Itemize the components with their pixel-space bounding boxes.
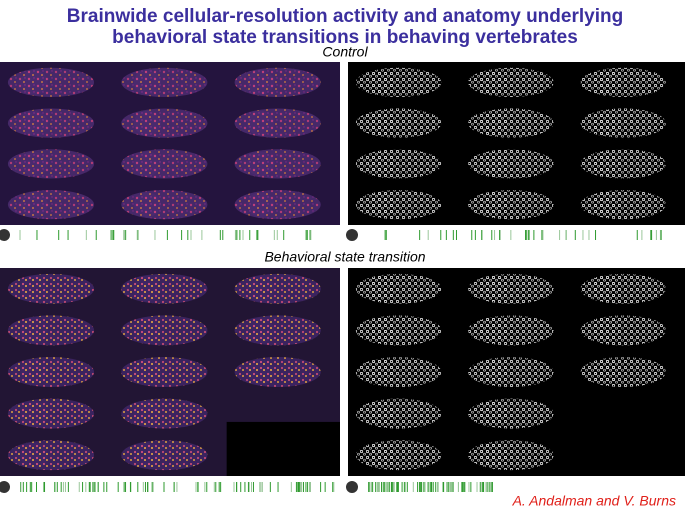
brain-slice-core	[20, 317, 48, 343]
title-line: behavioral state transitions in behaving…	[112, 27, 578, 48]
brain-slice-core	[368, 110, 396, 136]
panel-label: Control	[322, 44, 368, 60]
trace-strip	[0, 480, 340, 494]
brain-slice-core	[20, 151, 48, 177]
brain-slice-core	[247, 317, 275, 343]
trace-dot	[0, 229, 10, 241]
brain-slice-core	[133, 192, 161, 217]
credit: A. Andalman and V. Burns	[512, 493, 676, 509]
trace-strip	[348, 480, 498, 494]
brain-slice-core	[480, 70, 508, 95]
brain-slice-core	[20, 442, 48, 468]
brain-slice-core	[480, 317, 508, 343]
brain-slice-core	[133, 317, 161, 343]
brain-slice-core	[480, 401, 508, 427]
trace-strip	[0, 228, 340, 242]
brain-slice-core	[368, 401, 396, 427]
brain-slice-core	[592, 359, 620, 385]
brain-slice-core	[368, 192, 396, 217]
blank-area	[572, 421, 685, 476]
brain-slice-core	[20, 401, 48, 427]
blank-area	[226, 421, 340, 476]
brain-slice-core	[592, 317, 620, 343]
brain-slice-core	[592, 110, 620, 136]
brain-slice-core	[133, 110, 161, 136]
brain-slice-core	[247, 110, 275, 136]
brain-slice-core	[247, 276, 275, 302]
brain-slice-core	[480, 151, 508, 177]
brain-slice-core	[20, 192, 48, 217]
trace-dot	[346, 481, 358, 493]
brain-slice-core	[20, 70, 48, 95]
brain-slice-core	[480, 276, 508, 302]
trace-dot	[346, 229, 358, 241]
brain-slice-core	[133, 401, 161, 427]
brain-slice-core	[133, 359, 161, 385]
brain-slice-core	[480, 442, 508, 468]
brain-slice-core	[20, 110, 48, 136]
brain-slice-core	[247, 70, 275, 95]
panel-label: Behavioral state transition	[264, 249, 425, 265]
brain-slice-core	[368, 317, 396, 343]
brain-slice-core	[247, 151, 275, 177]
brain-slice-core	[592, 276, 620, 302]
brain-slice-core	[133, 442, 161, 468]
brain-slice-core	[247, 359, 275, 385]
brain-slice-core	[592, 151, 620, 177]
brain-slice-core	[368, 151, 396, 177]
brain-slice-core	[247, 192, 275, 217]
trace-strip	[348, 228, 685, 242]
brain-slice-core	[133, 276, 161, 302]
brain-slice-core	[20, 276, 48, 302]
brain-slice-core	[368, 442, 396, 468]
brain-slice-core	[480, 110, 508, 136]
brain-slice-core	[368, 359, 396, 385]
title-line: Brainwide cellular-resolution activity a…	[67, 6, 623, 27]
brain-slice-core	[368, 276, 396, 302]
brain-slice-core	[480, 359, 508, 385]
brain-slice-core	[368, 70, 396, 95]
trace-dot	[0, 481, 10, 493]
brain-slice-core	[592, 192, 620, 217]
brain-slice-core	[480, 192, 508, 217]
brain-slice-core	[133, 151, 161, 177]
brain-slice-core	[133, 70, 161, 95]
brain-slice-core	[20, 359, 48, 385]
brain-slice-core	[592, 70, 620, 95]
